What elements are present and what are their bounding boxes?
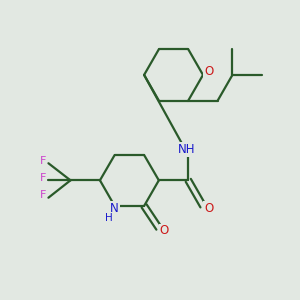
Text: NH: NH <box>178 143 196 156</box>
Text: N: N <box>110 202 119 215</box>
Text: O: O <box>204 65 214 78</box>
Text: F: F <box>40 190 46 200</box>
Text: F: F <box>40 156 46 166</box>
Text: O: O <box>160 224 169 238</box>
Text: O: O <box>204 202 214 215</box>
Text: H: H <box>106 213 113 223</box>
Text: F: F <box>40 173 46 183</box>
